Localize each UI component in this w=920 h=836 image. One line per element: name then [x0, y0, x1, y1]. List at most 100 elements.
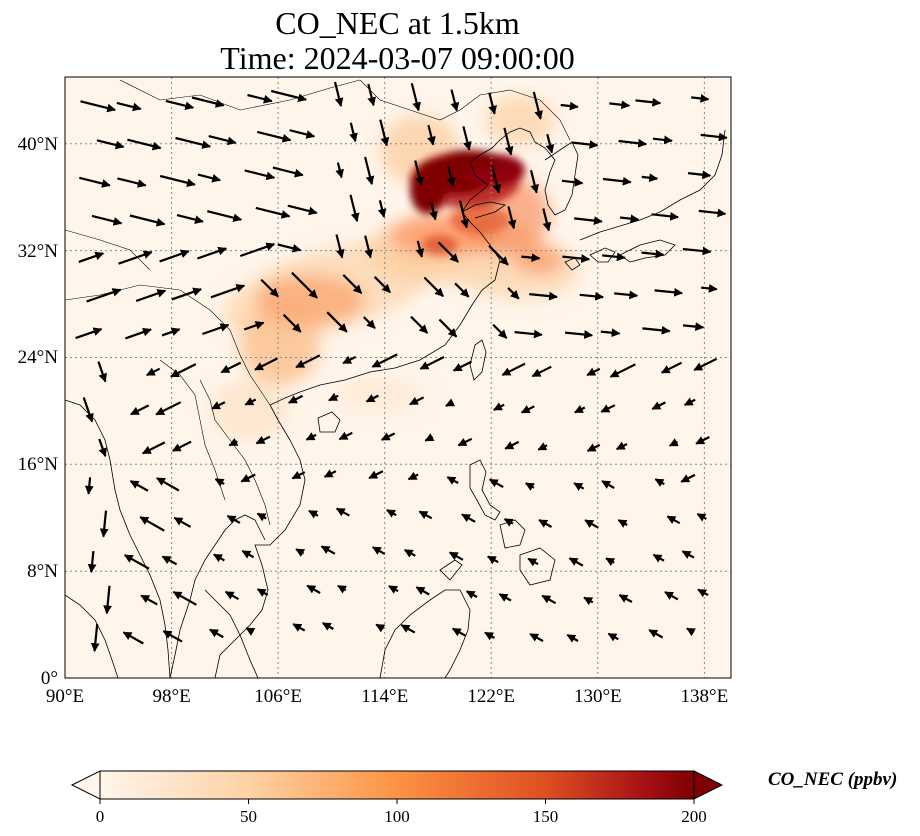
wind-vector-arrow [328, 392, 339, 402]
wind-vector-arrow [454, 282, 470, 298]
wind-vector-arrow [289, 129, 316, 139]
wind-vector-arrow [618, 594, 633, 603]
wind-vector-arrow [564, 330, 594, 339]
lon-tick-122: 122°E [467, 686, 515, 707]
wind-vector-arrow [488, 92, 497, 115]
wind-vector-arrow [414, 160, 424, 187]
wind-vector-arrow [379, 119, 390, 147]
wind-vector-arrow [342, 355, 357, 365]
wind-vector-arrow [683, 397, 696, 406]
wind-vector-arrow [116, 101, 142, 112]
wind-vector-arrow [210, 284, 246, 299]
wind-vector-arrow [696, 512, 707, 522]
wind-vector-arrow [410, 83, 421, 112]
wind-vector-arrow [386, 509, 397, 518]
wind-vector-arrow [520, 405, 535, 414]
wind-vector-arrow [90, 623, 100, 652]
wind-vector-arrow [609, 363, 636, 378]
wind-vector-arrow [255, 206, 291, 219]
wind-vector-arrow [224, 590, 240, 601]
wind-vector-arrow [326, 311, 348, 333]
wind-vector-arrow [244, 397, 257, 406]
wind-vector-arrow [437, 241, 459, 263]
wind-vector-arrow [527, 557, 539, 567]
wind-vector-arrow [91, 214, 123, 226]
wind-vector-arrow [140, 594, 158, 606]
wind-vector-arrow [503, 127, 514, 156]
colorbar-tick-0: 0 [96, 807, 105, 826]
wind-vector-arrow [542, 208, 552, 232]
lon-tick-130: 130°E [574, 686, 622, 707]
wind-vector-arrow [364, 156, 375, 186]
wind-vector-arrow [409, 396, 425, 406]
wind-vector-arrow [84, 477, 94, 495]
latitude-ticks: 0° 8°N 16°N 24°N 32°N 40°N [18, 134, 59, 689]
wind-vector-arrow [537, 442, 548, 451]
lon-tick-98: 98°E [152, 686, 190, 707]
wind-vector-arrow [403, 548, 416, 558]
wind-vector-arrow [574, 404, 586, 414]
wind-vector-arrow [175, 136, 211, 149]
wind-vector-arrow [561, 177, 584, 187]
wind-vector-arrow [429, 201, 438, 221]
wind-vector-arrow [680, 473, 696, 483]
wind-vector-arrow [372, 546, 386, 555]
map-frame [64, 76, 732, 679]
wind-vector-arrow [448, 551, 464, 561]
wind-vector-arrow [652, 135, 673, 145]
wind-vector-arrow [538, 519, 553, 528]
wind-vector-arrow [419, 356, 445, 370]
coastlines [65, 79, 726, 678]
wind-vector-arrow [156, 477, 180, 492]
wind-vector-arrow [532, 91, 543, 120]
wind-vector-arrow [503, 518, 514, 527]
wind-vector-arrow [461, 513, 476, 523]
wind-vector-arrow [99, 510, 109, 538]
wind-vector-arrow [337, 584, 347, 594]
wind-vector-arrow [682, 246, 712, 256]
wind-vector-arrow [129, 214, 166, 227]
wind-vector-arrow [247, 93, 273, 104]
wind-vector-arrow [586, 367, 601, 377]
wind-vector-arrow [130, 404, 150, 416]
wind-vector-arrow [514, 329, 543, 339]
wind-vector-arrow [698, 208, 727, 218]
wind-vector-arrow [424, 433, 435, 442]
wind-vector-arrow [117, 177, 147, 188]
wind-vector-arrow [226, 514, 241, 524]
wind-vector-arrow [118, 250, 153, 265]
wind-vector-arrow [501, 362, 526, 376]
lat-tick-16: 16°N [18, 454, 59, 475]
wind-vector-arrow [335, 507, 350, 517]
wind-vector-arrow [367, 83, 376, 107]
wind-vector-arrow [256, 512, 267, 522]
wind-vector-arrow [172, 590, 197, 606]
wind-vector-arrow [641, 249, 665, 259]
wind-vector-arrow [75, 327, 103, 340]
colorbar-tick-150: 150 [533, 807, 559, 826]
wind-vector-arrow [239, 242, 276, 258]
wind-vector-arrow [129, 480, 149, 492]
wind-vectors [75, 81, 728, 652]
wind-vector-arrow [687, 170, 712, 180]
wind-vector-arrow [161, 327, 181, 337]
wind-vector-arrow [197, 173, 221, 183]
wind-vector-arrow [103, 585, 112, 615]
wind-vector-arrow [207, 210, 243, 223]
wind-vector-arrow [602, 252, 626, 262]
wind-vector-arrow [256, 588, 269, 597]
wind-vector-arrow [568, 557, 584, 567]
wind-vector-arrow [541, 594, 557, 605]
wind-vector-arrow [525, 482, 535, 491]
wind-vector-arrow [571, 140, 599, 149]
wind-vector-arrow [415, 586, 430, 596]
wind-vector-arrow [135, 289, 167, 303]
wind-vector-arrow [400, 624, 416, 634]
colorbar-gradient [99, 770, 695, 800]
wind-vector-arrow [545, 133, 555, 154]
wind-vector-arrow [162, 630, 183, 643]
wind-vector-arrow [214, 478, 225, 487]
wind-vector-arrow [484, 631, 496, 641]
lon-tick-138: 138°E [681, 686, 729, 707]
wind-vector-arrow [488, 245, 509, 266]
